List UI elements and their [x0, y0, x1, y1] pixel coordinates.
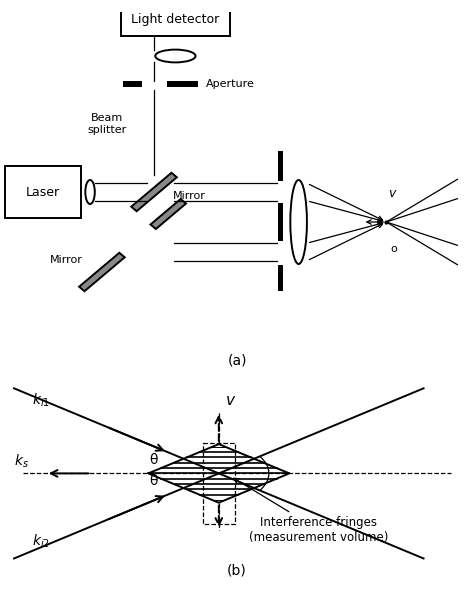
Polygon shape — [151, 199, 186, 229]
Text: Beam
splitter: Beam splitter — [87, 113, 126, 135]
FancyBboxPatch shape — [5, 166, 81, 218]
Text: Light detector: Light detector — [131, 13, 219, 26]
Bar — [167, 81, 198, 87]
Bar — [278, 151, 283, 181]
Text: $k_s$: $k_s$ — [14, 453, 29, 470]
Polygon shape — [148, 444, 289, 503]
Text: $k_{i1}$: $k_{i1}$ — [32, 392, 50, 409]
Polygon shape — [79, 253, 125, 291]
Text: v: v — [388, 187, 396, 200]
Text: Mirror: Mirror — [50, 255, 83, 265]
Text: $k_{i2}$: $k_{i2}$ — [32, 532, 50, 550]
Polygon shape — [131, 173, 177, 211]
Text: Interference fringes
(measurement volume): Interference fringes (measurement volume… — [234, 478, 389, 544]
FancyBboxPatch shape — [121, 4, 230, 36]
Text: (a): (a) — [227, 353, 247, 367]
Ellipse shape — [290, 180, 307, 264]
Text: Mirror: Mirror — [173, 191, 206, 201]
Text: Aperture: Aperture — [206, 79, 255, 89]
Ellipse shape — [155, 50, 196, 62]
Text: (b): (b) — [227, 563, 247, 578]
Text: θ: θ — [149, 474, 157, 488]
Ellipse shape — [85, 180, 95, 204]
Text: θ: θ — [149, 452, 157, 467]
Bar — [123, 81, 142, 87]
Bar — [278, 203, 283, 241]
Text: Laser: Laser — [26, 185, 60, 199]
Bar — [278, 265, 283, 291]
Text: v: v — [226, 392, 235, 407]
Text: o: o — [390, 244, 397, 254]
